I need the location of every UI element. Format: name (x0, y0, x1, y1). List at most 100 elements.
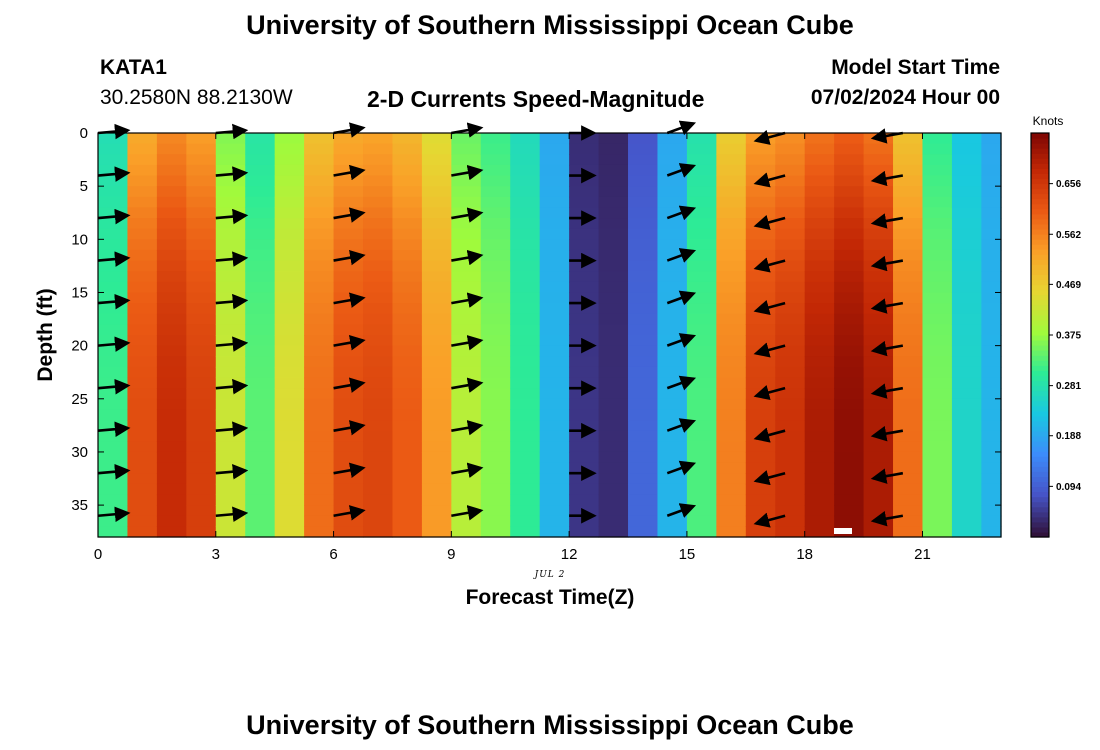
heatmap-cell (922, 218, 953, 230)
heatmap-cell (922, 377, 953, 389)
heatmap-cell (775, 271, 806, 283)
heatmap-cell (539, 239, 570, 251)
heatmap-cell (392, 430, 423, 442)
heatmap-cell (922, 207, 953, 219)
current-vector-arrow (215, 506, 249, 523)
heatmap-cell (215, 409, 246, 421)
heatmap-cell (333, 196, 364, 209)
heatmap-cell (863, 409, 894, 421)
heatmap-cell (893, 377, 924, 389)
heatmap-cell (628, 462, 659, 474)
heatmap-cell (510, 441, 541, 453)
heatmap-cell (98, 175, 129, 187)
heatmap-cell (245, 133, 276, 145)
colorbar-swatch (1031, 370, 1049, 376)
heatmap-cell (539, 441, 570, 453)
heatmap-cell (156, 494, 187, 506)
heatmap-cell (775, 494, 806, 506)
heatmap-cell (304, 377, 335, 389)
colorbar-swatch (1031, 279, 1049, 286)
heatmap-cell (716, 249, 747, 262)
heatmap-cell (186, 260, 217, 272)
heatmap-cell (893, 388, 924, 400)
heatmap-cell (686, 271, 717, 283)
heatmap-cell (775, 260, 806, 272)
heatmap-cell (863, 143, 894, 155)
heatmap-cell (804, 281, 835, 294)
heatmap-cell (981, 196, 1002, 209)
heatmap-cell (834, 483, 865, 496)
current-vector-arrow (666, 205, 697, 221)
colorbar-swatch (1031, 461, 1049, 467)
heatmap-cell (333, 133, 364, 145)
heatmap-cell (245, 505, 276, 517)
heatmap-cell (274, 430, 305, 442)
heatmap-cell (363, 196, 394, 209)
heatmap-cell (510, 292, 541, 304)
heatmap-cell (981, 515, 1002, 527)
heatmap-cell (215, 186, 246, 198)
heatmap-cell (657, 154, 688, 166)
heatmap-cell (951, 207, 982, 219)
heatmap-cell (922, 186, 953, 198)
current-vector-arrow (451, 292, 484, 308)
heatmap-cell (392, 505, 423, 517)
heatmap-cell (127, 494, 158, 506)
chart-title: University of Southern Mississippi Ocean… (246, 10, 854, 40)
current-vector-arrow (666, 248, 697, 263)
heatmap-cell (834, 154, 865, 166)
heatmap-cell (686, 292, 717, 304)
heatmap-cell (98, 218, 129, 230)
heatmap-cell (421, 313, 452, 325)
colorbar-swatch (1031, 506, 1049, 513)
heatmap-cell (922, 420, 953, 432)
heatmap-cell (186, 249, 217, 262)
heatmap-cell (834, 430, 865, 442)
heatmap-cell (539, 377, 570, 389)
heatmap-cell (156, 515, 187, 527)
heatmap-cell (775, 388, 806, 400)
heatmap-cell (480, 398, 511, 411)
heatmap-cell (480, 207, 511, 219)
heatmap-cell (127, 505, 158, 517)
heatmap-cell (156, 473, 187, 485)
heatmap-cell (657, 292, 688, 304)
colorbar-swatch (1031, 345, 1049, 351)
heatmap-cell (686, 441, 717, 453)
current-vector-arrow (870, 425, 904, 442)
heatmap-cell (451, 409, 482, 421)
heatmap-cell (127, 324, 158, 336)
heatmap-cell (657, 228, 688, 240)
colorbar-swatch (1031, 516, 1049, 523)
heatmap-cell (451, 473, 482, 485)
heatmap-cell (127, 186, 158, 198)
heatmap-cell (745, 441, 776, 453)
heatmap-cell (333, 441, 364, 453)
heatmap-cell (804, 154, 835, 166)
heatmap-cell (628, 356, 659, 368)
heatmap-cell (363, 271, 394, 283)
heatmap-cell (657, 483, 688, 496)
heatmap-cell (775, 239, 806, 251)
heatmap-cell (539, 356, 570, 368)
colorbar-swatch (1031, 476, 1049, 483)
heatmap-cell (156, 526, 187, 538)
heatmap-cell (598, 473, 629, 485)
heatmap-cell (598, 388, 629, 400)
colorbar-swatch (1031, 410, 1049, 417)
heatmap-cell (981, 409, 1002, 421)
heatmap-cell (951, 430, 982, 442)
heatmap-cell (657, 409, 688, 421)
heatmap-cell (804, 260, 835, 272)
heatmap-cell (893, 473, 924, 485)
heatmap-cell (480, 356, 511, 368)
heatmap-cell (127, 313, 158, 325)
heatmap-cell (834, 133, 865, 145)
heatmap-cell (98, 345, 129, 357)
heatmap-cell (834, 441, 865, 453)
heatmap-cell (981, 494, 1002, 506)
heatmap-cell (127, 260, 158, 272)
colorbar-swatch (1031, 340, 1049, 346)
colorbar-swatch (1031, 436, 1049, 442)
heatmap-cell (598, 154, 629, 166)
